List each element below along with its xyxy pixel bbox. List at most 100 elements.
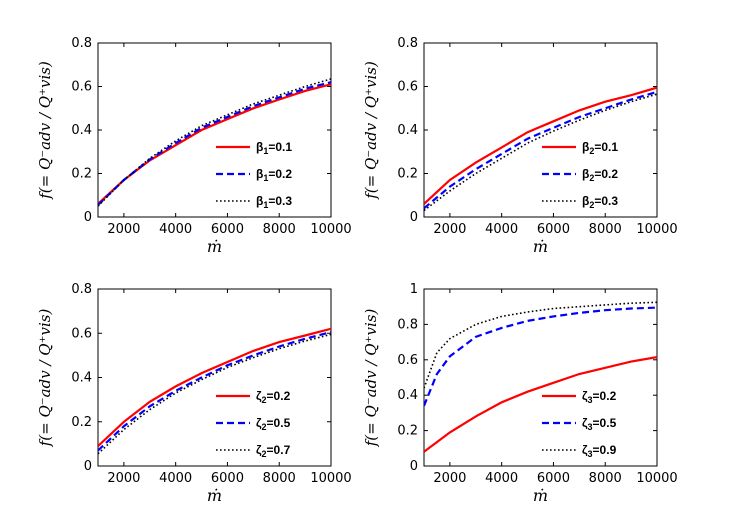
x-tick-label: 2000: [433, 222, 466, 237]
legend-value: =0.5: [267, 416, 291, 430]
plot-area: [97, 42, 332, 218]
y-axis-label: f(= Q⁻adv / Q⁺vis): [362, 61, 380, 200]
legend-symbol: ζ: [582, 416, 588, 430]
legend-value: =0.2: [268, 167, 292, 181]
legend-symbol: ζ: [582, 389, 588, 403]
y-tick-label: 0.4: [397, 123, 418, 138]
legend-label-3: β1=0.3: [256, 194, 292, 210]
legend-symbol: β: [582, 140, 589, 154]
legend-subscript: 2: [262, 422, 267, 432]
y-axis-label: f(= Q⁻adv / Q⁺vis): [36, 61, 54, 200]
x-axis-label: ṁ: [533, 486, 548, 505]
y-axis-label: f(= Q⁻adv / Q⁺vis): [362, 309, 380, 448]
legend-value: =0.1: [594, 140, 618, 154]
series-line-1: [424, 86, 657, 205]
legend-subscript: 2: [589, 173, 594, 183]
x-tick-label: 2000: [107, 471, 140, 486]
legend-symbol: β: [582, 167, 589, 181]
legend-label-1: ζ3=0.2: [582, 389, 617, 405]
y-tick-label: 0.6: [71, 326, 92, 341]
series-line-2: [98, 81, 331, 206]
x-tick-label: 8000: [263, 471, 296, 486]
y-tick-label: 0.4: [397, 388, 418, 403]
y-tick-label: 0.2: [397, 424, 418, 439]
legend-value: =0.1: [268, 140, 292, 154]
y-tick-label: 0.8: [397, 317, 418, 332]
legend-symbol: ζ: [582, 443, 588, 457]
chart-panel-1: 2000 4000 6000 8000 10000 0 0.2 0.4 0.6 0.8 ṁ f(= Q…: [36, 36, 352, 256]
y-tick-label: 0.2: [397, 167, 418, 182]
legend-label-2: β1=0.2: [256, 167, 292, 183]
legend-value: =0.2: [593, 389, 617, 403]
y-tick-label: 0.2: [71, 415, 92, 430]
series-line-1: [98, 327, 331, 447]
legend-label-1: β2=0.1: [582, 140, 618, 156]
legend-subscript: 1: [263, 200, 268, 210]
x-tick-label: 10000: [310, 222, 351, 237]
x-tick-label: 6000: [537, 471, 570, 486]
legend-symbol: ζ: [256, 416, 262, 430]
legend-label-3: β2=0.3: [582, 194, 618, 210]
y-axis-label: f(= Q⁻adv / Q⁺vis): [36, 309, 54, 448]
x-tick-label: 4000: [485, 471, 518, 486]
series-line-2: [98, 331, 331, 452]
series-line-2: [424, 90, 657, 210]
legend-label-3: ζ2=0.7: [256, 443, 291, 459]
series-line-1: [424, 356, 657, 453]
x-tick-label: 4000: [159, 471, 192, 486]
x-axis-label: ṁ: [533, 237, 548, 256]
legend-subscript: 1: [263, 173, 268, 183]
y-tick-label: 1: [410, 282, 418, 297]
y-tick-label: 0.6: [71, 80, 92, 95]
y-tick-label: 0: [410, 459, 418, 474]
x-tick-label: 2000: [433, 471, 466, 486]
series-line-3: [98, 78, 331, 207]
series-line-3: [98, 333, 331, 455]
y-tick-label: 0: [410, 210, 418, 225]
legend-subscript: 3: [588, 422, 593, 432]
x-tick-label: 8000: [589, 222, 622, 237]
legend-value: =0.5: [593, 416, 617, 430]
x-tick-label: 10000: [636, 471, 677, 486]
legend-value: =0.7: [267, 443, 291, 457]
legend-symbol: β: [256, 140, 263, 154]
legend-subscript: 3: [588, 449, 593, 459]
x-tick-label: 10000: [310, 471, 351, 486]
y-tick-label: 0.8: [71, 282, 92, 297]
legend-label-2: ζ2=0.5: [256, 416, 291, 432]
y-tick-label: 0.2: [71, 167, 92, 182]
x-tick-label: 8000: [589, 471, 622, 486]
y-tick-label: 0.8: [397, 36, 418, 51]
x-axis-label: ṁ: [207, 486, 222, 505]
x-tick-label: 10000: [636, 222, 677, 237]
y-tick-label: 0.8: [71, 36, 92, 51]
y-tick-label: 0.6: [397, 80, 418, 95]
legend-value: =0.3: [268, 194, 292, 208]
x-tick-label: 8000: [263, 222, 296, 237]
legend-label-2: ζ3=0.5: [582, 416, 617, 432]
x-tick-label: 6000: [211, 471, 244, 486]
legend-value: =0.2: [594, 167, 618, 181]
series-line-3: [424, 93, 657, 212]
legend-subscript: 1: [263, 146, 268, 156]
series-line-1: [98, 83, 331, 205]
x-axis-label: ṁ: [207, 237, 222, 256]
x-tick-label: 4000: [159, 222, 192, 237]
legend-value: =0.9: [593, 443, 617, 457]
legend-subscript: 2: [262, 395, 267, 405]
legend-symbol: ζ: [256, 443, 262, 457]
y-tick-label: 0.6: [397, 353, 418, 368]
chart-panel-4: 2000 4000 6000 8000 10000 0 0.2 0.4 0.6 0.8 1 ṁ f(= …: [362, 282, 678, 505]
legend-symbol: β: [256, 194, 263, 208]
legend-subscript: 2: [589, 146, 594, 156]
legend-label-2: β2=0.2: [582, 167, 618, 183]
legend-label-1: β1=0.1: [256, 140, 292, 156]
x-tick-label: 6000: [211, 222, 244, 237]
chart-panel-3: 2000 4000 6000 8000 10000 0 0.2 0.4 0.6 0.8 ṁ f(= Q…: [36, 282, 352, 505]
legend-value: =0.2: [267, 389, 291, 403]
plot-area: [423, 42, 658, 218]
legend-symbol: β: [256, 167, 263, 181]
legend-symbol: ζ: [256, 389, 262, 403]
legend-subscript: 2: [262, 449, 267, 459]
legend-label-1: ζ2=0.2: [256, 389, 291, 405]
